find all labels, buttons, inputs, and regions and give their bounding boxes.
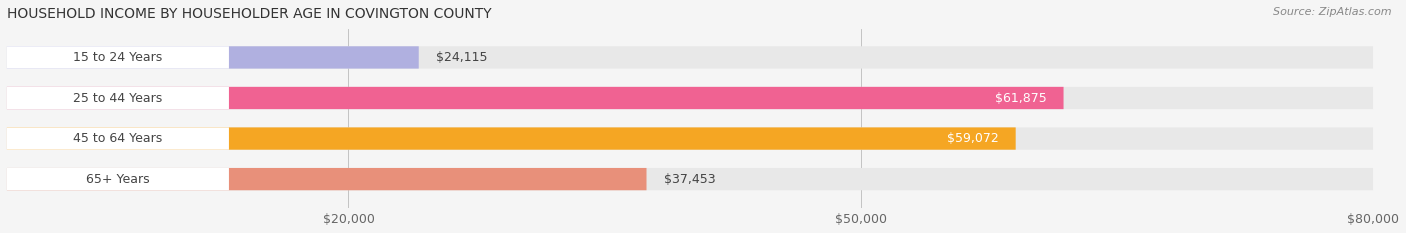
FancyBboxPatch shape <box>7 127 229 150</box>
Text: 15 to 24 Years: 15 to 24 Years <box>73 51 163 64</box>
Text: 65+ Years: 65+ Years <box>86 173 150 186</box>
FancyBboxPatch shape <box>7 168 647 190</box>
FancyBboxPatch shape <box>7 168 229 190</box>
Text: $24,115: $24,115 <box>436 51 488 64</box>
FancyBboxPatch shape <box>7 87 1063 109</box>
Text: Source: ZipAtlas.com: Source: ZipAtlas.com <box>1274 7 1392 17</box>
FancyBboxPatch shape <box>7 46 1374 69</box>
FancyBboxPatch shape <box>7 168 1374 190</box>
Text: $59,072: $59,072 <box>946 132 998 145</box>
FancyBboxPatch shape <box>7 87 229 109</box>
FancyBboxPatch shape <box>7 127 1015 150</box>
FancyBboxPatch shape <box>7 127 1374 150</box>
Text: 25 to 44 Years: 25 to 44 Years <box>73 92 163 104</box>
FancyBboxPatch shape <box>7 46 229 69</box>
Text: $61,875: $61,875 <box>994 92 1046 104</box>
Text: $37,453: $37,453 <box>664 173 716 186</box>
FancyBboxPatch shape <box>7 46 419 69</box>
FancyBboxPatch shape <box>7 87 1374 109</box>
Text: HOUSEHOLD INCOME BY HOUSEHOLDER AGE IN COVINGTON COUNTY: HOUSEHOLD INCOME BY HOUSEHOLDER AGE IN C… <box>7 7 492 21</box>
Text: 45 to 64 Years: 45 to 64 Years <box>73 132 163 145</box>
